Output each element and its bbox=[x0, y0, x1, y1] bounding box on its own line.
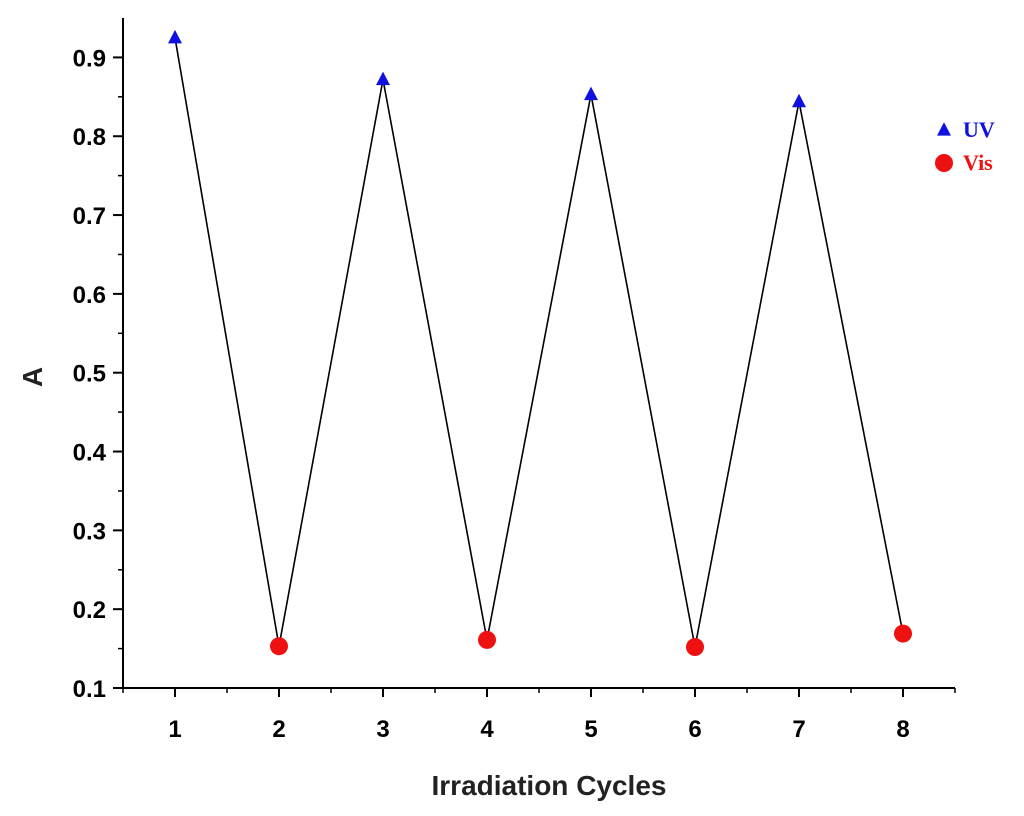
x-tick-label: 2 bbox=[272, 716, 285, 743]
vis-point bbox=[478, 630, 496, 649]
legend-label-vis: Vis bbox=[963, 150, 993, 175]
x-tick-label: 7 bbox=[792, 716, 805, 743]
uv-point bbox=[584, 86, 598, 101]
x-tick-label: 8 bbox=[896, 716, 909, 743]
y-tick-label: 0.1 bbox=[73, 676, 106, 703]
x-tick-label: 1 bbox=[168, 716, 181, 743]
y-tick-label: 0.4 bbox=[73, 440, 107, 467]
y-tick-label: 0.2 bbox=[73, 597, 106, 624]
vis-point bbox=[894, 624, 912, 643]
legend-vis-marker bbox=[935, 154, 953, 172]
y-tick-label: 0.5 bbox=[73, 361, 106, 388]
uv-point bbox=[168, 29, 182, 44]
axes: 1 2 3 4 5 6 7 8 0.1 0.2 0.3 0.4 0.5 0.6 0.7 0.8 0.9 bbox=[73, 18, 956, 743]
y-tick-label: 0.7 bbox=[73, 203, 106, 230]
x-ticks: 1 2 3 4 5 6 7 8 bbox=[122, 688, 956, 743]
y-tick-label: 0.6 bbox=[73, 282, 106, 309]
y-tick-label: 0.9 bbox=[73, 45, 106, 72]
y-axis-title: A bbox=[17, 367, 48, 387]
x-tick-label: 3 bbox=[376, 716, 389, 743]
x-tick-label: 6 bbox=[688, 716, 701, 743]
vis-point bbox=[686, 638, 704, 657]
markers-group bbox=[168, 29, 912, 657]
connecting-line-group bbox=[174, 37, 904, 648]
legend-uv-marker bbox=[937, 122, 951, 136]
vis-point bbox=[270, 637, 288, 656]
y-tick-label: 0.3 bbox=[73, 518, 106, 545]
x-tick-label: 4 bbox=[480, 716, 494, 743]
uv-point bbox=[792, 93, 806, 108]
series-line bbox=[174, 37, 904, 648]
legend-label-uv: UV bbox=[963, 117, 995, 142]
x-tick-label: 5 bbox=[584, 716, 597, 743]
x-axis-title: Irradiation Cycles bbox=[432, 770, 667, 801]
legend: UV Vis bbox=[935, 117, 995, 175]
uv-point bbox=[376, 71, 390, 86]
y-tick-label: 0.8 bbox=[73, 124, 106, 151]
y-ticks: 0.1 0.2 0.3 0.4 0.5 0.6 0.7 0.8 0.9 bbox=[73, 45, 123, 703]
